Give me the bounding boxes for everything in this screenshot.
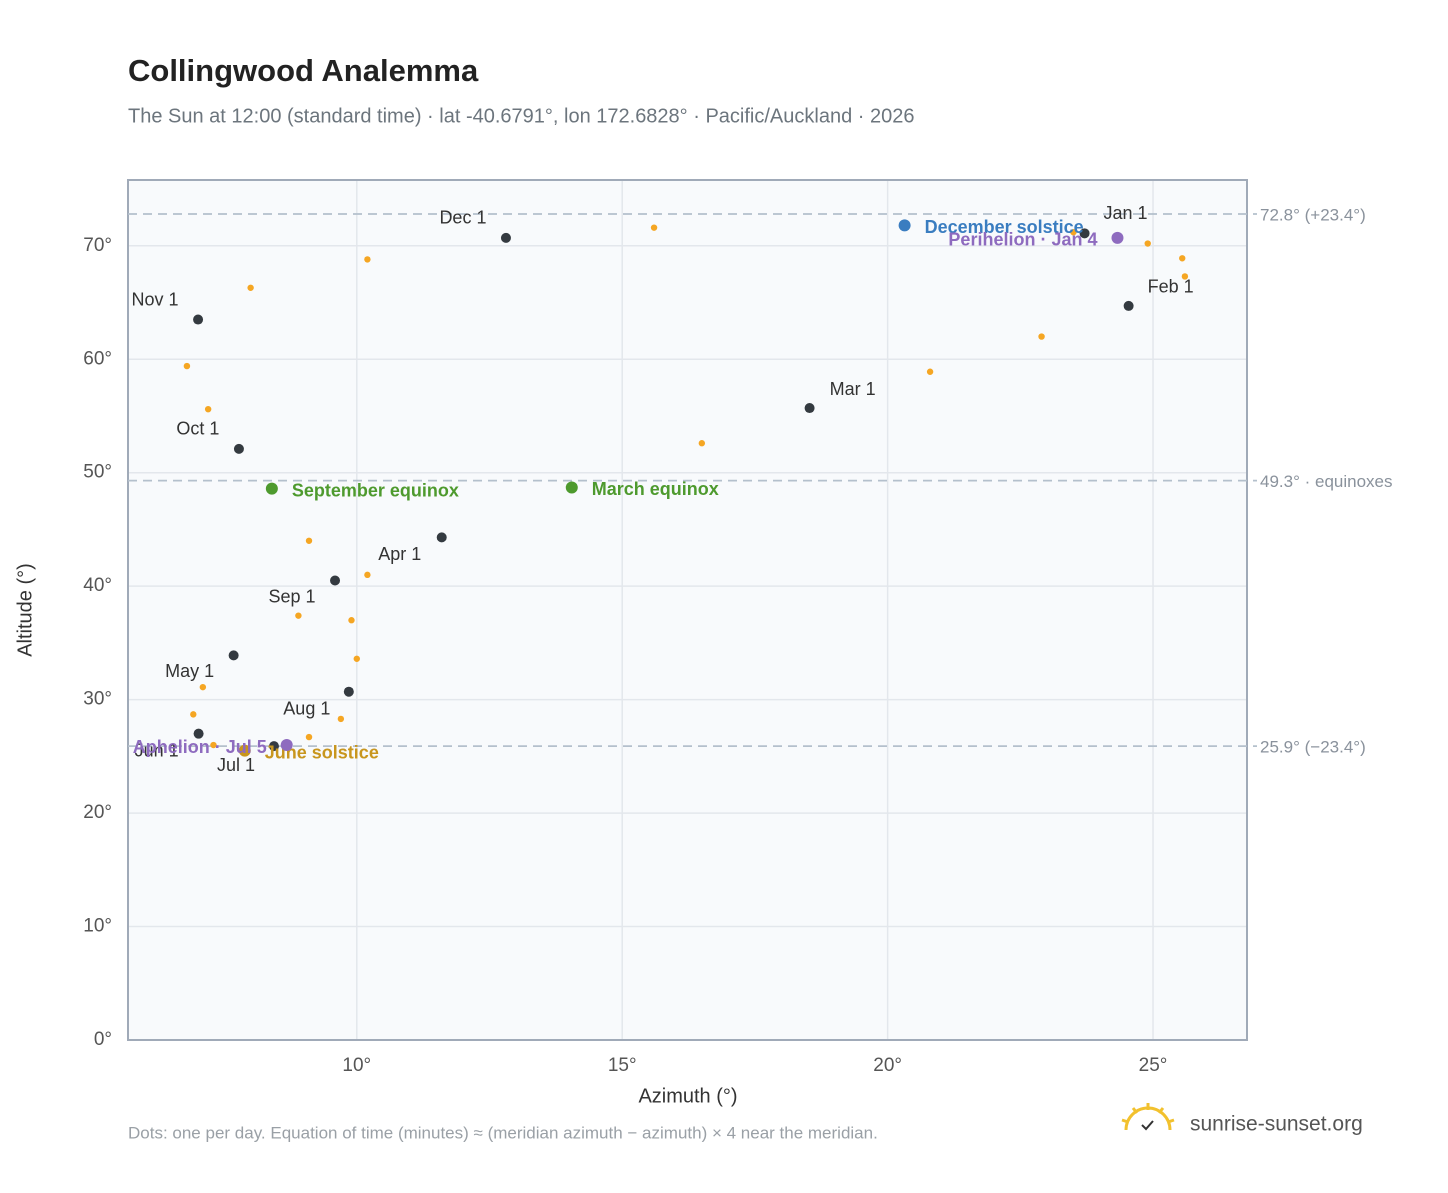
event-marker [238, 744, 251, 757]
month-marker [1123, 300, 1134, 311]
event-label: September equinox [292, 480, 459, 500]
reference-label: 72.8° (+23.4°) [1260, 206, 1366, 225]
event-marker [265, 482, 278, 495]
month-marker [343, 686, 354, 697]
day-dot [183, 362, 191, 370]
event-marker [280, 739, 293, 752]
month-marker [193, 314, 204, 325]
month-label: Sep 1 [269, 586, 316, 606]
month-marker [330, 575, 341, 586]
day-dot [364, 256, 371, 263]
day-dot [1179, 255, 1186, 262]
day-dot [204, 405, 212, 413]
brand: sunrise-sunset.org [1190, 1113, 1363, 1136]
event-label: March equinox [592, 479, 719, 499]
month-marker [233, 443, 244, 454]
day-dot [305, 537, 313, 544]
day-dot [1038, 333, 1045, 340]
month-marker [268, 741, 279, 752]
day-dot [1181, 273, 1189, 280]
event-marker [898, 219, 911, 232]
day-dot [199, 683, 207, 691]
day-dot [1070, 228, 1077, 236]
footnote: Dots: one per day. Equation of time (min… [128, 1123, 878, 1142]
day-dot [364, 571, 371, 579]
month-label: Jan 1 [1104, 203, 1148, 223]
y-tick-label: 40° [83, 575, 112, 596]
x-tick-label: 25° [1139, 1055, 1168, 1076]
month-label: Apr 1 [378, 544, 421, 564]
day-dot [1144, 240, 1151, 247]
month-label: Jul 1 [217, 755, 255, 775]
plot-area [128, 180, 1247, 1040]
month-marker [436, 532, 447, 543]
month-marker [228, 650, 239, 661]
brand-logo [1121, 1103, 1175, 1131]
y-tick-label: 0° [94, 1029, 112, 1050]
month-label: Feb 1 [1148, 277, 1194, 297]
x-tick-label: 10° [342, 1055, 371, 1076]
reference-label: 25.9° (−23.4°) [1260, 738, 1366, 757]
month-marker [1079, 228, 1090, 239]
y-tick-label: 10° [83, 916, 112, 937]
y-axis-label: Altitude (°) [14, 563, 36, 657]
day-dot [926, 368, 934, 375]
y-tick-label: 70° [83, 235, 112, 256]
y-tick-label: 60° [83, 348, 112, 369]
event-label: Aphelion · Jul 5 [133, 737, 267, 757]
month-label: Nov 1 [132, 289, 179, 309]
month-marker [804, 403, 815, 414]
event-label: June solstice [265, 742, 379, 762]
day-dot [305, 733, 313, 741]
day-dot [698, 440, 706, 447]
day-dot [353, 655, 360, 662]
day-dot [348, 617, 355, 624]
event-label: December solstice [925, 217, 1084, 237]
month-label: Jun 1 [135, 740, 179, 760]
x-axis-label: Azimuth (°) [638, 1085, 737, 1107]
y-tick-label: 20° [83, 802, 112, 823]
month-label: Mar 1 [830, 379, 876, 399]
event-marker [1111, 231, 1124, 244]
reference-label: 49.3° · equinoxes [1260, 472, 1393, 491]
x-tick-label: 20° [873, 1055, 902, 1076]
chart-title: Collingwood Analemma [128, 53, 479, 88]
y-tick-label: 50° [83, 462, 112, 483]
month-marker [500, 232, 511, 243]
day-dot [337, 715, 345, 723]
x-tick-label: 15° [608, 1055, 637, 1076]
month-label: Dec 1 [439, 208, 486, 228]
day-dot [295, 612, 302, 619]
chart-subtitle: The Sun at 12:00 (standard time) · lat -… [128, 105, 914, 127]
event-marker [565, 481, 578, 494]
y-tick-label: 30° [83, 689, 112, 710]
month-label: May 1 [165, 661, 214, 681]
day-dot [210, 741, 217, 749]
day-dot [247, 284, 254, 291]
event-label: Perihelion · Jan 4 [948, 230, 1097, 250]
month-marker [193, 728, 204, 739]
day-dot [190, 711, 197, 718]
month-label: Aug 1 [283, 698, 330, 718]
month-label: Oct 1 [176, 419, 219, 439]
day-dot [650, 224, 658, 231]
plot-frame [127, 179, 1248, 1041]
